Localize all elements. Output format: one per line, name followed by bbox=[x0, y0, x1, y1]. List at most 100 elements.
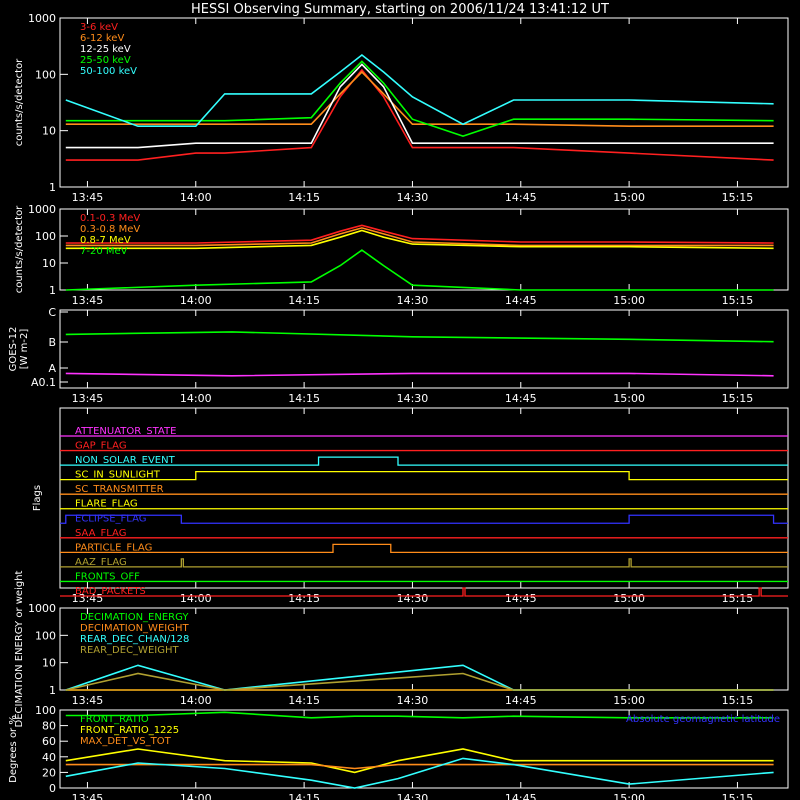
panel-lowE: 13:45 14:00 14:15 14:30 14:45 15:00 15:15 1 10 10… bbox=[14, 12, 789, 204]
y-tick-label: 60 bbox=[42, 735, 56, 748]
figure-title: HESSI Observing Summary, starting on 200… bbox=[191, 2, 609, 17]
y-tick-label: 100 bbox=[35, 629, 56, 642]
x-tick-label: 14:00 bbox=[180, 392, 212, 405]
series-line bbox=[65, 664, 774, 691]
x-tick-label: 14:00 bbox=[180, 694, 212, 707]
flag-label: FLARE_FLAG bbox=[75, 499, 138, 510]
flag-label: BAD_PACKETS bbox=[75, 586, 146, 597]
y-axis-label: counts/s/detector bbox=[14, 58, 25, 146]
flag-label: SC_IN_SUNLIGHT bbox=[75, 470, 161, 481]
series-line bbox=[65, 224, 774, 244]
legend-entry: 25-50 keV bbox=[80, 55, 131, 66]
panel-ratios: 13:45 14:00 14:15 14:30 14:45 15:00 15:15 0 20 40… bbox=[8, 704, 789, 800]
panel-decim: 13:45 14:00 14:15 14:30 14:45 15:00 15:15 1 10 10… bbox=[14, 570, 789, 727]
x-tick-label: 14:00 bbox=[180, 294, 212, 307]
series-line bbox=[65, 68, 774, 161]
legend-entry: 6-12 keV bbox=[80, 33, 124, 44]
x-tick-label: 14:00 bbox=[180, 792, 212, 800]
y-axis-label: counts/s/detector bbox=[14, 205, 25, 293]
y-tick-label: A bbox=[48, 362, 56, 375]
x-tick-label: 14:30 bbox=[397, 694, 429, 707]
y-axis-label: Degrees or % bbox=[8, 715, 19, 783]
x-tick-label: 13:45 bbox=[72, 392, 104, 405]
y-tick-label: 100 bbox=[35, 230, 56, 243]
x-tick-label: 15:15 bbox=[722, 592, 754, 605]
panel-flags: 13:45 14:00 14:15 14:30 14:45 15:00 15:15 Flags… bbox=[32, 407, 789, 605]
x-tick-label: 14:15 bbox=[288, 694, 320, 707]
series-line bbox=[65, 60, 774, 137]
y-tick-label: 40 bbox=[42, 751, 56, 764]
x-tick-label: 14:45 bbox=[505, 191, 537, 204]
x-tick-label: 14:15 bbox=[288, 392, 320, 405]
plot-frame bbox=[59, 407, 789, 589]
x-tick-label: 13:45 bbox=[72, 592, 104, 605]
x-tick-label: 14:30 bbox=[397, 792, 429, 800]
y-axis-label: DECIMATION ENERGY or weight bbox=[14, 570, 25, 727]
y-tick-label: 0 bbox=[49, 782, 56, 795]
x-tick-label: 14:30 bbox=[397, 191, 429, 204]
legend-entry: REAR_DEC_WEIGHT bbox=[80, 645, 179, 656]
x-tick-label: 15:15 bbox=[722, 392, 754, 405]
series-line bbox=[65, 53, 774, 127]
plot-frame bbox=[59, 709, 789, 789]
flag-trace bbox=[60, 456, 788, 466]
y-axis-label: [W m-2] bbox=[19, 329, 30, 370]
series-line bbox=[65, 748, 774, 774]
y-tick-label: 10 bbox=[42, 657, 56, 670]
flag-label: AAZ_FLAG bbox=[75, 557, 127, 568]
x-tick-label: 14:45 bbox=[505, 792, 537, 800]
panel-highE: 13:45 14:00 14:15 14:30 14:45 15:00 15:15 1 10 10… bbox=[14, 203, 789, 307]
flag-label: SAA_FLAG bbox=[75, 528, 126, 539]
y-tick-label: 1000 bbox=[28, 602, 56, 615]
y-tick-label: B bbox=[48, 336, 56, 349]
y-axis-label: Flags bbox=[32, 485, 43, 511]
panel-goes: 13:45 14:00 14:15 14:30 14:45 15:00 15:15 A0.1A… bbox=[8, 306, 789, 405]
series-line bbox=[65, 229, 774, 250]
x-tick-label: 14:45 bbox=[505, 694, 537, 707]
legend-entry: DECIMATION_ENERGY bbox=[80, 612, 189, 623]
plot-frame bbox=[59, 208, 789, 291]
series-line bbox=[65, 372, 774, 377]
x-tick-label: 14:45 bbox=[505, 392, 537, 405]
x-tick-label: 14:30 bbox=[397, 592, 429, 605]
series-line bbox=[65, 227, 774, 247]
x-tick-label: 14:15 bbox=[288, 191, 320, 204]
legend-entry: 0.3-0.8 MeV bbox=[80, 224, 140, 235]
x-tick-label: 15:00 bbox=[613, 694, 645, 707]
flag-trace bbox=[60, 558, 788, 568]
y-tick-label: 80 bbox=[42, 720, 56, 733]
y-tick-label: 100 bbox=[35, 704, 56, 717]
flag-trace bbox=[60, 543, 788, 554]
flag-label: PARTICLE_FLAG bbox=[75, 542, 152, 553]
y-tick-label: 20 bbox=[42, 766, 56, 779]
x-tick-label: 15:00 bbox=[613, 392, 645, 405]
x-tick-label: 15:00 bbox=[613, 592, 645, 605]
x-tick-label: 14:30 bbox=[397, 392, 429, 405]
x-tick-label: 13:45 bbox=[72, 294, 104, 307]
series-line bbox=[65, 249, 774, 291]
chart-annotation: Absolute geomagnetic latitude bbox=[626, 714, 780, 725]
flag-trace bbox=[60, 470, 788, 481]
flag-label: FRONTS_OFF bbox=[75, 571, 140, 582]
legend-entry: MAX_DET_VS_TOT bbox=[80, 736, 172, 747]
x-tick-label: 14:45 bbox=[505, 294, 537, 307]
x-tick-label: 15:00 bbox=[613, 191, 645, 204]
legend-entry: FRONT_RATIO bbox=[80, 714, 149, 725]
x-tick-label: 14:45 bbox=[505, 592, 537, 605]
x-tick-label: 15:00 bbox=[613, 294, 645, 307]
y-tick-label: 10 bbox=[42, 125, 56, 138]
legend-entry: 7-20 MeV bbox=[80, 246, 128, 257]
series-line bbox=[65, 711, 774, 719]
y-tick-label: 1000 bbox=[28, 12, 56, 25]
series-line bbox=[65, 331, 774, 343]
x-tick-label: 15:15 bbox=[722, 294, 754, 307]
y-tick-label: 1 bbox=[49, 181, 56, 194]
flag-trace bbox=[60, 587, 788, 597]
x-tick-label: 13:45 bbox=[72, 191, 104, 204]
y-tick-label: A0.1 bbox=[31, 376, 56, 389]
y-tick-label: 1 bbox=[49, 284, 56, 297]
flag-label: GAP_FLAG bbox=[75, 441, 127, 452]
legend-entry: 0.1-0.3 MeV bbox=[80, 213, 140, 224]
flag-label: ATTENUATOR_STATE bbox=[75, 426, 176, 437]
